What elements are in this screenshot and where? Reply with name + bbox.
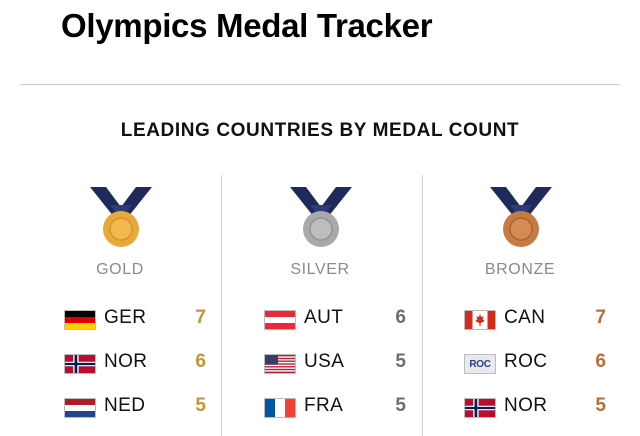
country-code: NOR: [504, 395, 548, 416]
column-divider: [221, 175, 222, 436]
norway-flag-icon: [64, 354, 96, 374]
france-flag-icon: [264, 398, 296, 418]
medal-row: NOR 6: [30, 349, 210, 377]
silver-column: SILVER AUT 6 USA 5: [230, 175, 410, 436]
bronze-label: BRONZE: [484, 261, 556, 278]
gold-medal-icon: [90, 187, 152, 247]
medal-count: 6: [595, 351, 606, 372]
medal-count: 5: [195, 395, 206, 416]
usa-flag-icon: [264, 354, 296, 374]
medal-row: FRA 5: [230, 393, 410, 421]
country-code: GER: [104, 307, 147, 328]
medal-count: 6: [195, 351, 206, 372]
medal-count: 5: [395, 351, 406, 372]
gold-column: GOLD GER 7 NOR 6 NED 5: [30, 175, 210, 436]
medal-row: NED 5: [30, 393, 210, 421]
medal-count: 7: [195, 307, 206, 328]
medal-count: 5: [595, 395, 606, 416]
gold-label: GOLD: [96, 261, 144, 278]
country-code: CAN: [504, 307, 546, 328]
page-title: Olympics Medal Tracker: [61, 7, 433, 44]
roc-flag-text: ROC: [469, 358, 491, 370]
silver-medal-icon: [290, 187, 352, 247]
medal-count: 7: [595, 307, 606, 328]
netherlands-flag-icon: [64, 398, 96, 418]
medal-count: 5: [395, 395, 406, 416]
norway-flag-icon: [464, 398, 496, 418]
roc-flag-icon: ROC: [464, 354, 496, 374]
medal-row: AUT 6: [230, 305, 410, 333]
canada-flag-icon: [464, 310, 496, 330]
medal-row: GER 7: [30, 305, 210, 333]
medal-row: CAN 7: [430, 305, 610, 333]
country-code: AUT: [304, 307, 344, 328]
medal-row: USA 5: [230, 349, 410, 377]
austria-flag-icon: [264, 310, 296, 330]
section-heading: LEADING COUNTRIES BY MEDAL COUNT: [120, 120, 520, 141]
medal-row: NOR 5: [430, 393, 610, 421]
country-code: FRA: [304, 395, 344, 416]
bronze-medal-icon: [490, 187, 552, 247]
country-code: ROC: [504, 351, 548, 372]
silver-label: SILVER: [290, 261, 350, 278]
country-code: USA: [304, 351, 345, 372]
country-code: NED: [104, 395, 146, 416]
column-divider: [422, 175, 423, 436]
header-divider: [20, 84, 620, 85]
bronze-column: BRONZE CAN 7 ROC ROC 6: [430, 175, 610, 436]
medal-count: 6: [395, 307, 406, 328]
medal-row: ROC ROC 6: [430, 349, 610, 377]
country-code: NOR: [104, 351, 148, 372]
germany-flag-icon: [64, 310, 96, 330]
